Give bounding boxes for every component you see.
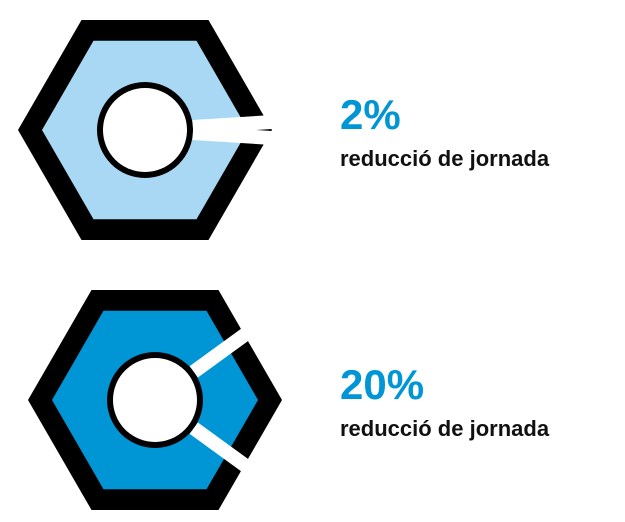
share-caption: reducció de jornada [340, 146, 550, 171]
share-caption: reducció de jornada [340, 416, 550, 441]
share-wedge [192, 112, 313, 148]
share-label: 2% [340, 91, 401, 138]
nut-hole [107, 352, 203, 448]
share-label: 20% [340, 361, 424, 408]
nut-hole [97, 82, 193, 178]
share-wedge [189, 296, 295, 504]
